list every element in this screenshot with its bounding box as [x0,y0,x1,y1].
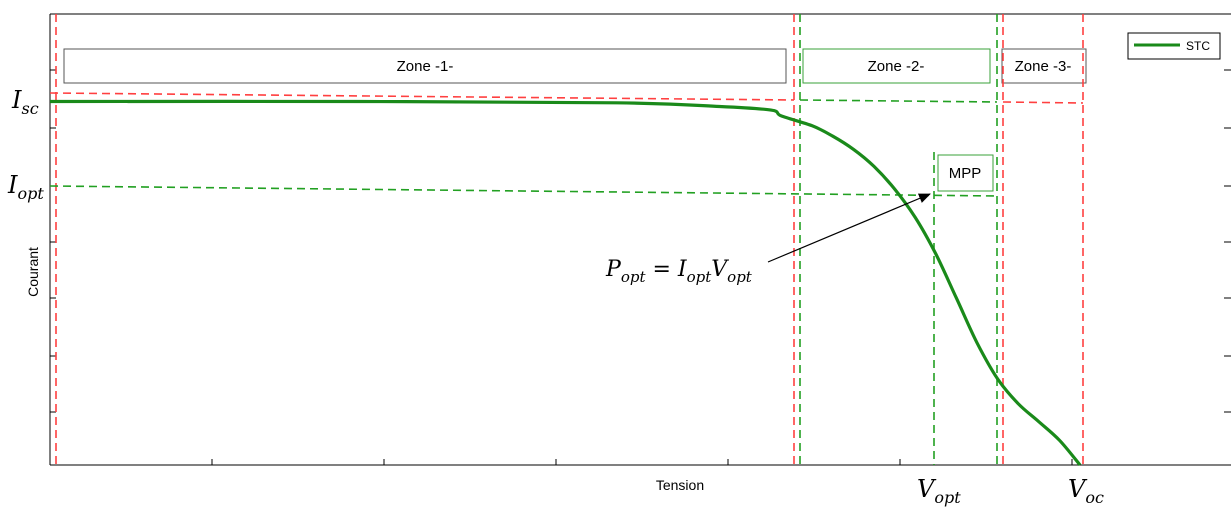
legend-label-stc: STC [1186,39,1210,53]
zone-2-box: Zone -2- [802,48,991,84]
green-hline-zone2 [799,99,998,103]
axes-frame [49,13,1231,466]
red-hline-zone1 [49,92,795,101]
mpp-arrow [767,193,931,263]
iopt-label: Iopt [7,171,44,203]
zone-2-label: Zone -2- [868,58,925,75]
zone-3-box: Zone -3- [1001,48,1087,84]
popt-equation: Popt = IoptVopt [605,257,753,286]
green-dashed-guides [49,14,998,465]
red-dashed-guides [49,14,1084,465]
mpp-label: MPP [949,165,982,182]
green-hline-iopt [49,185,998,197]
legend: STC [1127,32,1221,60]
zone-1-label: Zone -1- [397,58,454,75]
zone-3-label: Zone -3- [1015,58,1072,75]
isc-label: Isc [11,86,39,118]
vopt-label: Vopt [917,475,961,507]
y-axis-label: Courant [25,247,41,297]
zone-1-box: Zone -1- [63,48,787,84]
mpp-box: MPP [937,154,994,192]
voc-label: Voc [1068,475,1104,507]
red-hline-zone3 [1002,101,1084,104]
series-stc-line [49,99,1082,467]
x-axis-label: Tension [656,477,704,493]
